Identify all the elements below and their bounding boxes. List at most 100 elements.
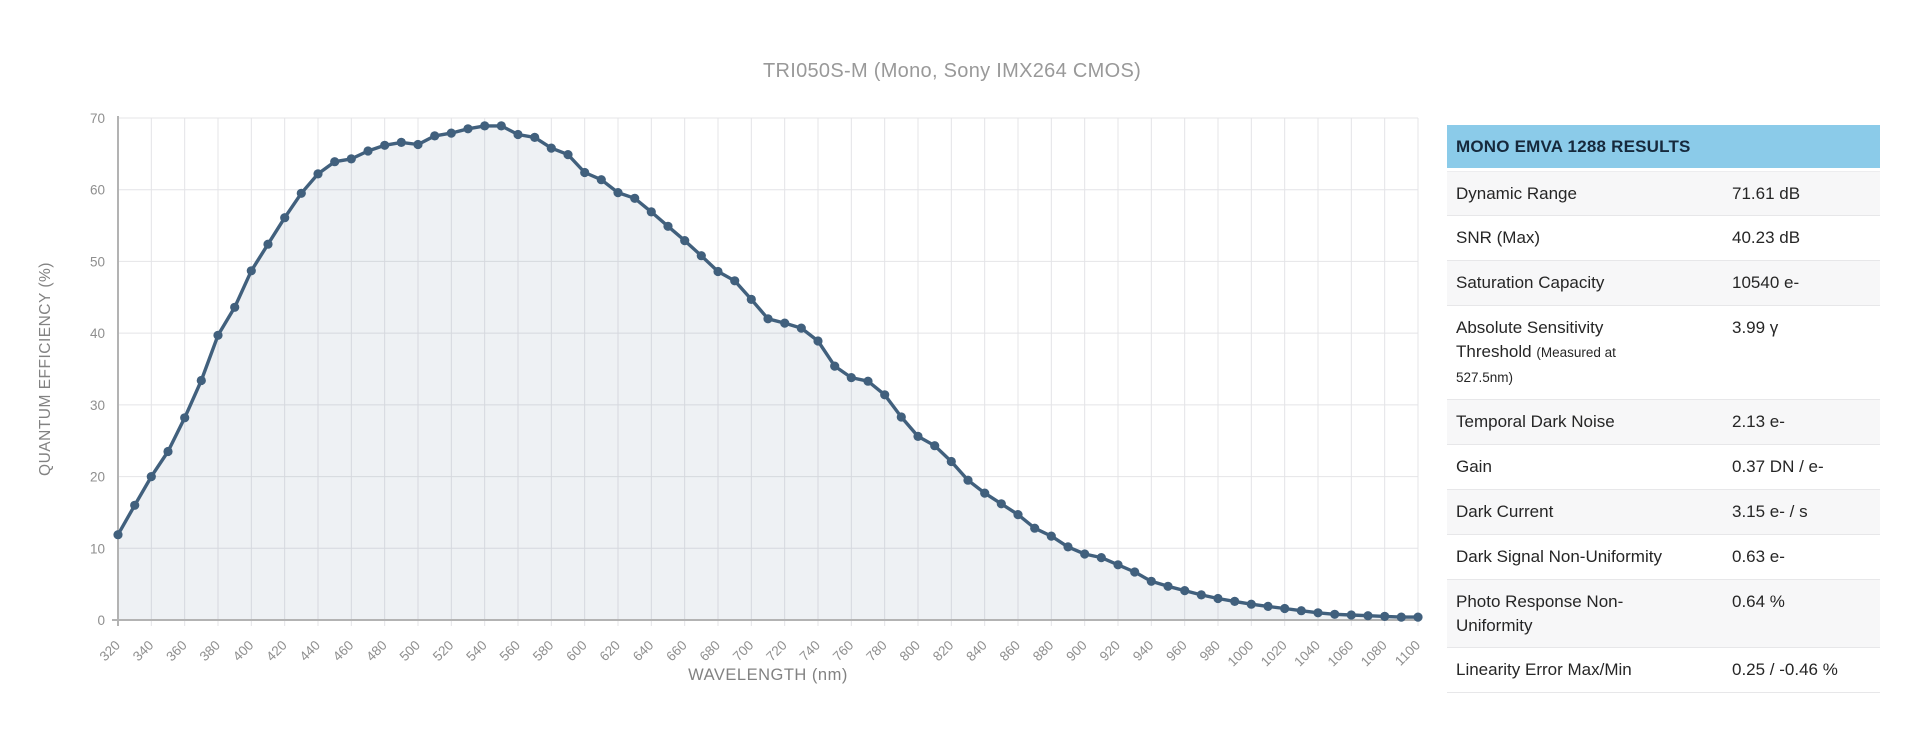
qe-point [1363,611,1373,621]
y-tick-label: 10 [90,541,105,556]
table-row: Dynamic Range 71.61 dB [1447,171,1880,216]
qe-point [496,121,506,131]
qe-point [1030,523,1040,533]
table-row: Photo Response Non-Uniformity 0.64 % [1447,580,1880,648]
qe-point [313,169,323,179]
x-tick-label: 320 [97,638,124,665]
qe-point [880,390,890,400]
metric-value: 10540 e- [1732,273,1800,292]
qe-point [513,129,523,140]
qe-point [213,330,223,340]
metric-label: Dark Current [1456,502,1554,521]
qe-point [1196,590,1206,600]
y-tick-label: 20 [90,470,105,485]
x-tick-label: 560 [497,638,524,665]
x-tick-label: 1080 [1358,638,1390,670]
metric-label: Gain [1456,457,1492,476]
x-tick-label: 900 [1063,638,1090,665]
metric-value: 2.13 e- [1732,412,1785,431]
metric-value: 0.37 DN / e- [1732,457,1824,476]
qe-point [1313,608,1323,618]
metric-label: Dark Signal Non-Uniformity [1456,547,1662,566]
qe-point [230,302,240,312]
qe-point [780,318,790,328]
x-tick-label: 440 [297,638,324,665]
qe-point [246,266,256,276]
qe-point [646,207,656,217]
x-tick-label: 1100 [1392,638,1423,669]
qe-point [1330,609,1340,619]
qe-point [1096,553,1106,563]
x-tick-label: 340 [130,638,157,665]
y-tick-label: 50 [90,254,105,269]
chart-title: TRI050S-M (Mono, Sony IMX264 CMOS) [762,60,1142,82]
metric-value: 3.15 e- / s [1732,502,1808,521]
x-tick-label: 620 [597,638,624,665]
qe-point [1263,601,1273,612]
qe-point [1296,606,1306,616]
metric-label: Linearity Error Max/Min [1456,660,1632,679]
x-tick-label: 760 [830,638,857,665]
x-tick-label: 880 [1030,638,1057,665]
x-tick-label: 380 [197,638,224,665]
x-tick-label: 640 [630,638,657,665]
qe-point [930,441,940,451]
qe-point [696,251,706,261]
y-tick-labels: 0 10 20 30 40 50 60 70 [90,111,105,628]
qe-point [830,361,840,371]
qe-point [1113,560,1123,570]
qe-point [430,131,440,141]
x-tick-label: 600 [563,638,590,665]
qe-point [563,150,573,160]
qe-point [1013,509,1023,520]
x-tick-label: 820 [930,638,957,665]
x-tick-label: 680 [697,638,724,665]
x-tick-label: 540 [463,638,490,665]
table-row: Gain 0.37 DN / e- [1447,445,1880,490]
emva-results-table: MONO EMVA 1288 RESULTS Dynamic Range 71.6… [1447,125,1880,693]
qe-point [713,266,723,277]
x-tick-label: 700 [730,638,757,665]
qe-point [1063,542,1073,552]
metric-label: Photo Response Non-Uniformity [1456,592,1624,635]
qe-point [913,431,923,441]
table-rows: Dynamic Range 71.61 dB SNR (Max) 40.23 dB Sa… [1447,171,1880,693]
qe-point [1280,603,1290,614]
y-tick-label: 0 [97,613,105,628]
table-row: Absolute Sensitivity Threshold (Measured… [1447,306,1880,400]
qe-point [863,376,873,386]
x-tick-label: 800 [897,638,924,665]
qe-point [263,239,273,249]
x-tick-label: 920 [1097,638,1124,665]
qe-point [1380,611,1390,622]
qe-point [380,140,390,150]
table-row: Saturation Capacity 10540 e- [1447,261,1880,306]
x-tick-label: 520 [430,638,457,665]
x-tick-label: 1000 [1225,638,1257,670]
x-tick-label: 580 [530,638,557,665]
qe-points [113,121,1423,622]
qe-point [1130,567,1140,577]
qe-point [630,193,640,203]
qe-point [813,336,823,346]
metric-value: 3.99 γ [1732,318,1779,337]
y-tick-label: 70 [90,111,105,126]
table-row: Dark Current 3.15 e- / s [1447,490,1880,535]
metric-value: 40.23 dB [1732,228,1801,247]
qe-point [330,157,340,167]
qe-point [113,530,123,540]
qe-point [163,446,173,457]
metric-label: SNR (Max) [1456,228,1541,247]
qe-point [963,475,973,485]
qe-point [596,175,606,185]
qe-point [1080,549,1090,559]
axes [112,116,1418,626]
qe-point [896,412,906,422]
qe-point [363,146,373,156]
x-tick-label: 660 [663,638,690,665]
y-tick-label: 30 [90,398,105,413]
qe-point [130,500,140,510]
qe-point [196,375,206,386]
qe-point [746,294,756,304]
metric-value: 71.61 dB [1732,184,1801,203]
